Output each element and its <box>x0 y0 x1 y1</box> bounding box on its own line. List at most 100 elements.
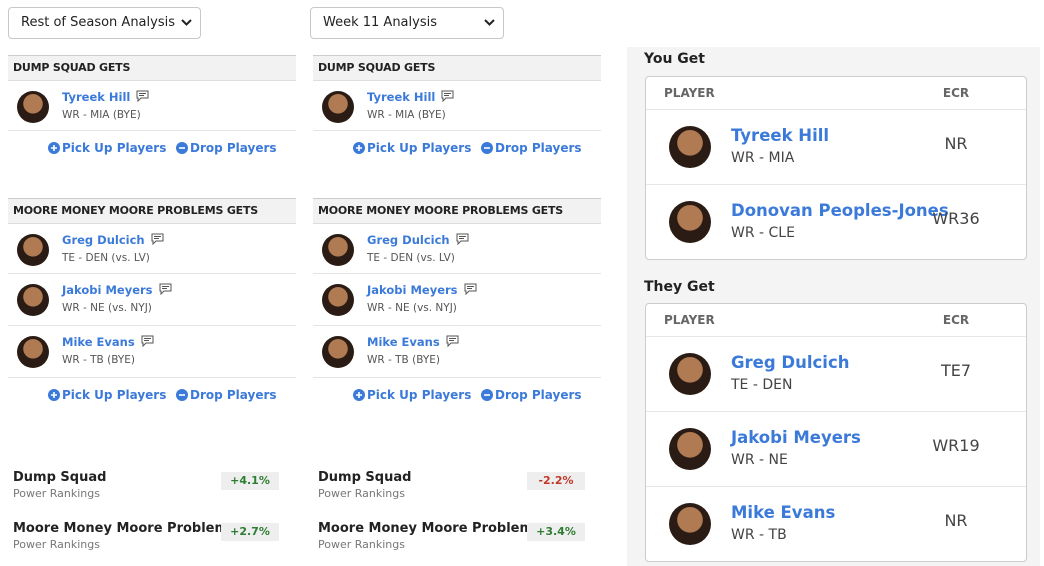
drop-button[interactable]: Drop Players <box>176 141 277 155</box>
player-avatar <box>17 91 49 123</box>
player-info: WR - TB (BYE) <box>62 354 135 366</box>
player-link[interactable]: Greg Dulcich <box>367 233 450 247</box>
player-name[interactable]: Greg Dulcich <box>731 353 850 372</box>
drop-button[interactable]: Drop Players <box>481 388 582 402</box>
player-avatar <box>669 353 711 395</box>
ranking-team: Moore Money Moore Problems <box>318 521 541 536</box>
player-info: WR - MIA <box>731 150 795 166</box>
card-header: PLAYER ECR <box>646 304 1026 336</box>
summary-row: Donovan Peoples-Jones WR - CLE WR36 <box>646 184 1026 259</box>
note-icon[interactable] <box>159 283 172 298</box>
player-info: WR - NE <box>731 452 788 468</box>
summary-title: You Get <box>644 51 705 67</box>
player-name[interactable]: Mike Evans <box>731 503 836 522</box>
player-ecr: NR <box>944 511 968 530</box>
player-name: Jakobi Meyers <box>367 283 477 298</box>
player-avatar <box>669 503 711 545</box>
summary-card: PLAYER ECR Greg Dulcich TE - DEN TE7 Jakobi M… <box>645 303 1027 562</box>
player-info: WR - NE (vs. NYJ) <box>367 302 457 314</box>
select-label: Rest of Season Analysis <box>21 15 175 30</box>
player-avatar <box>17 284 49 316</box>
player-ecr: TE7 <box>940 361 972 380</box>
player-info: WR - NE (vs. NYJ) <box>62 302 152 314</box>
col-player: PLAYER <box>664 86 715 100</box>
player-ecr: NR <box>944 134 968 153</box>
drop-label: Drop Players <box>495 141 582 155</box>
player-name[interactable]: Donovan Peoples-Jones <box>731 201 949 220</box>
player-name[interactable]: Tyreek Hill <box>731 126 830 145</box>
drop-label: Drop Players <box>190 388 277 402</box>
pick-up-label: Pick Up Players <box>367 141 472 155</box>
team-block: MOORE MONEY MOORE PROBLEMS GETS Greg Dulc… <box>8 198 296 414</box>
player-avatar <box>322 336 354 368</box>
note-icon[interactable] <box>464 283 477 298</box>
pick-up-button[interactable]: Pick Up Players <box>353 388 471 402</box>
note-icon[interactable] <box>136 90 149 105</box>
team-block: DUMP SQUAD GETS Tyreek Hill WR - MIA (BYE)… <box>313 55 601 167</box>
summary-title: They Get <box>644 279 715 295</box>
actions: Pick Up Players Drop Players <box>313 131 601 167</box>
col-ecr: ECR <box>942 86 970 100</box>
note-icon[interactable] <box>141 335 154 350</box>
player-avatar <box>322 234 354 266</box>
drop-label: Drop Players <box>190 141 277 155</box>
ranking-sub: Power Rankings <box>318 487 405 500</box>
ranking-sub: Power Rankings <box>318 538 405 551</box>
drop-button[interactable]: Drop Players <box>481 141 582 155</box>
ranking-team: Dump Squad <box>318 470 412 485</box>
player-name: Mike Evans <box>62 335 154 350</box>
note-icon[interactable] <box>456 233 469 248</box>
ranking-team: Dump Squad <box>13 470 107 485</box>
player-row: Jakobi Meyers WR - NE (vs. NYJ) <box>8 274 296 326</box>
player-info: TE - DEN (vs. LV) <box>367 252 455 264</box>
ranking-change: +4.1% <box>221 472 279 490</box>
pick-up-button[interactable]: Pick Up Players <box>48 388 166 402</box>
player-link[interactable]: Mike Evans <box>367 335 440 349</box>
player-name: Greg Dulcich <box>367 233 469 248</box>
note-icon[interactable] <box>151 233 164 248</box>
player-row: Greg Dulcich TE - DEN (vs. LV) <box>8 224 296 274</box>
team-header: MOORE MONEY MOORE PROBLEMS GETS <box>8 198 296 224</box>
player-name: Jakobi Meyers <box>62 283 172 298</box>
player-info: WR - MIA (BYE) <box>62 109 141 121</box>
pick-up-button[interactable]: Pick Up Players <box>353 141 471 155</box>
ranking-sub: Power Rankings <box>13 487 100 500</box>
player-link[interactable]: Tyreek Hill <box>62 90 131 104</box>
team-block: MOORE MONEY MOORE PROBLEMS GETS Greg Dulc… <box>313 198 601 414</box>
team-block: DUMP SQUAD GETS Tyreek Hill WR - MIA (BYE)… <box>8 55 296 167</box>
player-ecr: WR19 <box>932 436 980 455</box>
analysis-select[interactable]: Rest of Season Analysis <box>8 7 201 39</box>
player-ecr: WR36 <box>932 209 980 228</box>
ranking-team: Moore Money Moore Problems <box>13 521 236 536</box>
player-name[interactable]: Jakobi Meyers <box>731 428 861 447</box>
player-name: Greg Dulcich <box>62 233 164 248</box>
note-icon[interactable] <box>441 90 454 105</box>
team-header: DUMP SQUAD GETS <box>313 55 601 81</box>
player-avatar <box>322 91 354 123</box>
ranking-change: +3.4% <box>527 523 585 541</box>
actions: Pick Up Players Drop Players <box>313 378 601 414</box>
ranking: Dump Squad Power Rankings +4.1% <box>13 470 279 500</box>
player-link[interactable]: Tyreek Hill <box>367 90 436 104</box>
player-link[interactable]: Mike Evans <box>62 335 135 349</box>
player-name: Tyreek Hill <box>62 90 149 105</box>
pick-up-button[interactable]: Pick Up Players <box>48 141 166 155</box>
select-label: Week 11 Analysis <box>323 15 437 30</box>
player-link[interactable]: Jakobi Meyers <box>367 283 458 297</box>
player-name: Tyreek Hill <box>367 90 454 105</box>
card-header: PLAYER ECR <box>646 77 1026 109</box>
analysis-select[interactable]: Week 11 Analysis <box>310 7 504 39</box>
player-row: Greg Dulcich TE - DEN (vs. LV) <box>313 224 601 274</box>
player-info: WR - MIA (BYE) <box>367 109 446 121</box>
player-link[interactable]: Greg Dulcich <box>62 233 145 247</box>
ranking-change: -2.2% <box>527 472 585 490</box>
drop-label: Drop Players <box>495 388 582 402</box>
note-icon[interactable] <box>446 335 459 350</box>
summary-row: Greg Dulcich TE - DEN TE7 <box>646 336 1026 411</box>
player-info: TE - DEN <box>731 377 793 393</box>
team-header: DUMP SQUAD GETS <box>8 55 296 81</box>
player-link[interactable]: Jakobi Meyers <box>62 283 153 297</box>
drop-button[interactable]: Drop Players <box>176 388 277 402</box>
summary-card: PLAYER ECR Tyreek Hill WR - MIA NR Donovan Pe… <box>645 76 1027 260</box>
